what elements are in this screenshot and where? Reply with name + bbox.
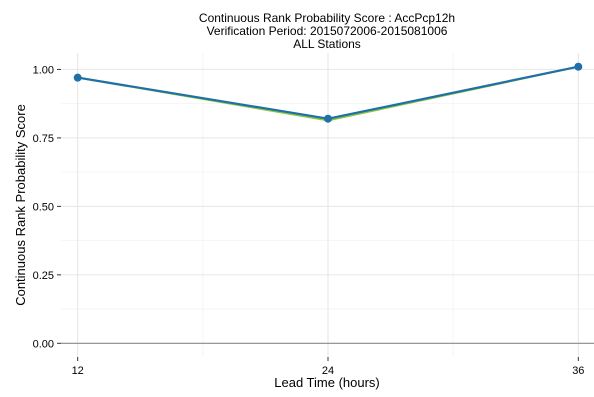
chart-title-line-3: ALL Stations — [293, 37, 361, 51]
y-axis-label: Continuous Rank Probability Score — [13, 104, 28, 306]
y-axis: 0.00 0.25 0.50 0.75 1.00 — [33, 64, 61, 350]
y-tick-label: 0.50 — [33, 201, 54, 213]
x-tick-label: 12 — [72, 365, 84, 377]
x-axis: 12 24 36 — [72, 357, 584, 377]
series-layer — [73, 62, 583, 123]
grid-layer — [61, 53, 594, 357]
series-1-point — [73, 73, 82, 82]
x-axis-label: Lead Time (hours) — [274, 375, 380, 390]
y-tick-label: 0.25 — [33, 270, 54, 282]
series-1-point — [324, 114, 332, 123]
chart-title-line-2: Verification Period: 2015072006-20150810… — [207, 24, 448, 38]
y-tick-label: 0.75 — [33, 133, 54, 145]
y-tick-label: 1.00 — [33, 64, 54, 76]
y-tick-label: 0.00 — [33, 338, 54, 350]
x-tick-label: 36 — [572, 365, 584, 377]
x-tick-label: 24 — [322, 365, 334, 377]
chart-title-line-1: Continuous Rank Probability Score : AccP… — [199, 11, 455, 25]
series-1-point — [574, 62, 583, 71]
